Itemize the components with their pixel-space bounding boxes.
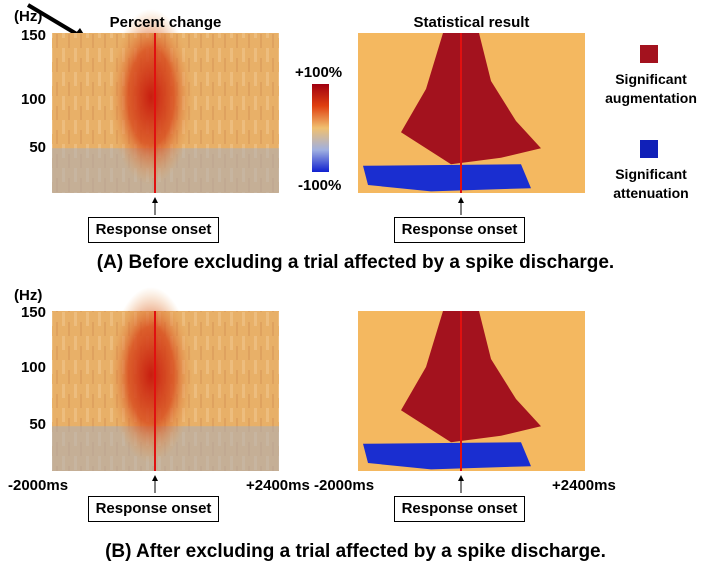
y-tick-label: 50	[29, 139, 46, 156]
caption: (A) Before excluding a trial affected by…	[96, 252, 615, 273]
onset-pointer-head	[458, 475, 464, 481]
arrow	[26, 3, 82, 38]
legend-swatch	[640, 45, 658, 63]
onset-pointer-head	[458, 197, 464, 203]
augmentation-area	[401, 33, 541, 165]
y-tick-label: 50	[29, 416, 46, 433]
caption: (B) After excluding a trial affected by …	[105, 541, 606, 562]
legend-label: Significant augmentation	[605, 71, 697, 106]
attenuation-area	[363, 164, 531, 192]
y-axis-label: (Hz)	[14, 287, 43, 304]
onset-label: Response onset	[88, 217, 219, 243]
x-start-label: -2000ms	[314, 477, 375, 494]
plot-title: Statistical result	[413, 14, 530, 31]
augmentation-blob	[109, 9, 193, 185]
colorbar-max: +100%	[295, 64, 343, 81]
legend-label: Significant attenuation	[613, 166, 689, 201]
colorbar-min: -100%	[298, 177, 342, 194]
augmentation-blob	[109, 287, 193, 463]
y-tick-label: 150	[20, 27, 46, 44]
onset-pointer-head	[152, 197, 158, 203]
plot-title: Percent change	[109, 14, 222, 31]
y-tick-label: 100	[20, 359, 46, 376]
onset-label: Response onset	[394, 217, 525, 243]
augmentation-area	[401, 311, 541, 443]
onset-label: Response onset	[394, 496, 525, 522]
onset-pointer-head	[152, 475, 158, 481]
y-tick-label: 100	[20, 91, 46, 108]
legend-swatch	[640, 140, 658, 158]
y-tick-label: 150	[20, 304, 46, 321]
attenuation-area	[363, 442, 531, 470]
y-axis-label: (Hz)	[14, 8, 43, 25]
x-start-label: -2000ms	[8, 477, 69, 494]
onset-label: Response onset	[88, 496, 219, 522]
x-end-label: +2400ms	[246, 477, 310, 494]
x-end-label: +2400ms	[552, 477, 616, 494]
colorbar	[312, 84, 329, 172]
